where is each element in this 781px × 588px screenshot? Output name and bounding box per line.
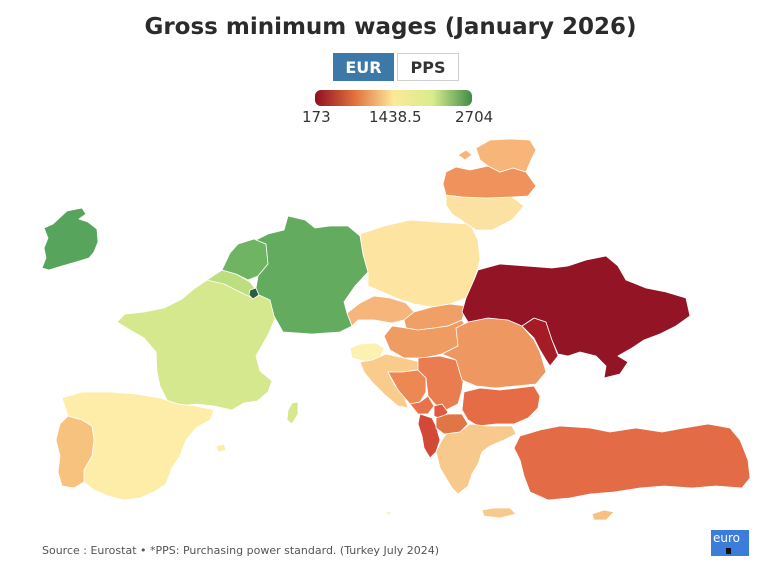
country-portugal[interactable] — [55, 415, 95, 489]
country-turkey[interactable] — [513, 423, 751, 501]
color-scale-legend — [315, 90, 472, 106]
legend-mid-label: 1438.5 — [369, 108, 422, 126]
country-luxembourg[interactable] — [248, 287, 260, 300]
country-ukraine[interactable] — [461, 255, 691, 379]
legend-min-label: 173 — [302, 108, 331, 126]
eur-button[interactable]: EUR — [333, 53, 394, 81]
country-slovenia[interactable] — [349, 342, 385, 363]
europe-map — [41, 138, 751, 521]
chart-title: Gross minimum wages (January 2026) — [144, 14, 637, 40]
country-bulgaria[interactable] — [461, 385, 541, 427]
logo-mark-icon — [726, 548, 731, 554]
legend-max-label: 2704 — [455, 108, 494, 126]
country-bosnia[interactable] — [387, 369, 427, 405]
euronews-logo[interactable]: euro — [711, 530, 749, 556]
source-note: Source : Eurostat • *PPS: Purchasing pow… — [42, 544, 440, 557]
country-estonia[interactable] — [475, 138, 537, 173]
logo-text: euro — [713, 531, 740, 545]
country-ireland[interactable] — [41, 207, 99, 271]
country-spain-balearic[interactable] — [215, 443, 227, 453]
country-france-corsica[interactable] — [286, 401, 299, 425]
country-cyprus[interactable] — [591, 509, 615, 521]
country-greece[interactable] — [435, 423, 517, 495]
country-germany[interactable] — [255, 215, 369, 335]
currency-toggle: EUR PPS — [333, 53, 459, 81]
country-greece-crete[interactable] — [481, 507, 517, 519]
country-north-macedonia[interactable] — [435, 413, 469, 435]
country-latvia[interactable] — [442, 165, 537, 199]
country-albania[interactable] — [417, 413, 441, 459]
pps-button[interactable]: PPS — [397, 53, 459, 81]
country-serbia[interactable] — [417, 355, 465, 411]
country-poland[interactable] — [359, 219, 481, 308]
country-malta[interactable] — [385, 510, 392, 516]
country-estonia-island[interactable] — [457, 149, 473, 161]
